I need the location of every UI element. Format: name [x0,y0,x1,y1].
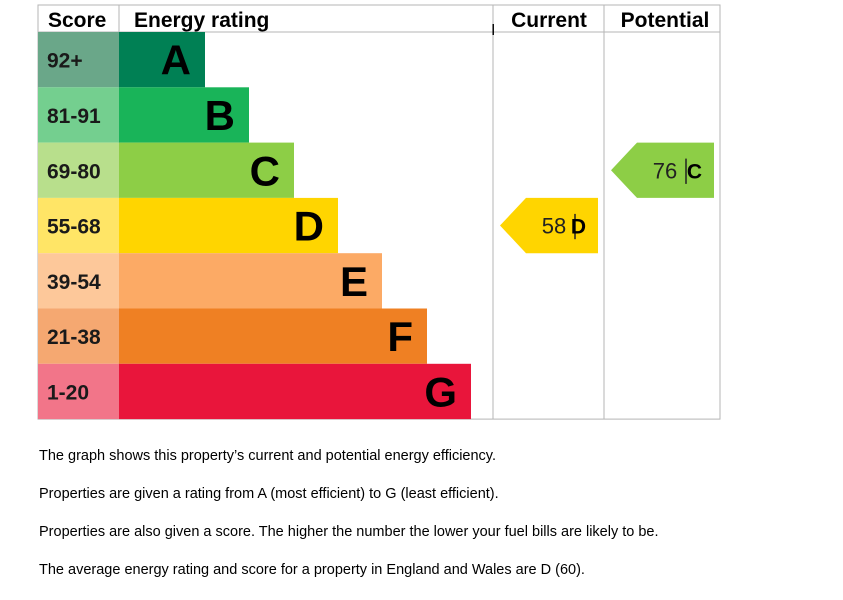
band-f-score-label: 21-38 [47,326,101,349]
header-current: Current [511,9,587,32]
band-f-bar [119,308,427,364]
band-e-score-label: 39-54 [47,271,101,294]
band-e-bar [119,253,382,309]
current-pointer-arrow [500,197,598,254]
band-b-score-cell [38,87,119,143]
band-c-letter: C [250,147,280,194]
band-b-bar [119,87,249,143]
band-a-score-label: 92+ [47,50,83,73]
note-average-rating: The average energy rating and score for … [39,562,585,578]
note-rating-range: Properties are given a rating from A (mo… [39,486,499,502]
band-f-score-cell [38,308,119,364]
band-e-letter: E [340,258,368,305]
header-potential: Potential [621,9,710,32]
rating-pointers: 58 D 76 C [500,142,714,254]
header-energy-rating: Energy rating [134,9,269,32]
band-c-bar [119,142,294,198]
text-cursor-icon: I [491,21,495,39]
band-a-bar [119,32,205,88]
band-d-score-cell [38,197,119,254]
potential-rating-letter: C [687,160,702,183]
current-rating-letter: D [571,216,586,239]
band-d-bar [119,197,338,254]
band-g-score-label: 1-20 [47,381,89,404]
header-score: Score [48,9,106,32]
band-a-letter: A [161,37,191,84]
note-score-explanation: Properties are also given a score. The h… [39,524,659,540]
potential-pointer-arrow [611,142,714,198]
band-e-score-cell [38,253,119,309]
current-rating-pointer: 58 D [500,197,598,254]
band-g-score-cell [38,363,119,420]
note-graph-description: The graph shows this property’s current … [39,448,497,464]
energy-rating-chart: Score Energy rating Current Potential 92… [37,4,721,420]
potential-score-value: 76 [653,158,677,183]
band-g-bar [119,363,471,420]
band-g-letter: G [424,368,457,415]
band-b-letter: B [205,92,235,139]
potential-rating-pointer: 76 C [611,142,714,198]
band-d-letter: D [294,203,324,250]
explanatory-notes: The graph shows this property’s current … [39,446,819,598]
band-b-score-label: 81-91 [47,105,101,128]
band-c-score-cell [38,142,119,198]
band-f-letter: F [387,313,413,360]
chart-headers: Score Energy rating Current Potential [48,9,709,32]
band-a-score-cell [38,32,119,88]
current-score-value: 58 [542,214,566,239]
band-c-score-label: 69-80 [47,160,101,183]
rating-bands: 92+ A 81-91 B 69-80 C 55-68 D 39-54 E 21-38 F 1-20 G [38,32,471,420]
band-d-score-label: 55-68 [47,216,101,239]
